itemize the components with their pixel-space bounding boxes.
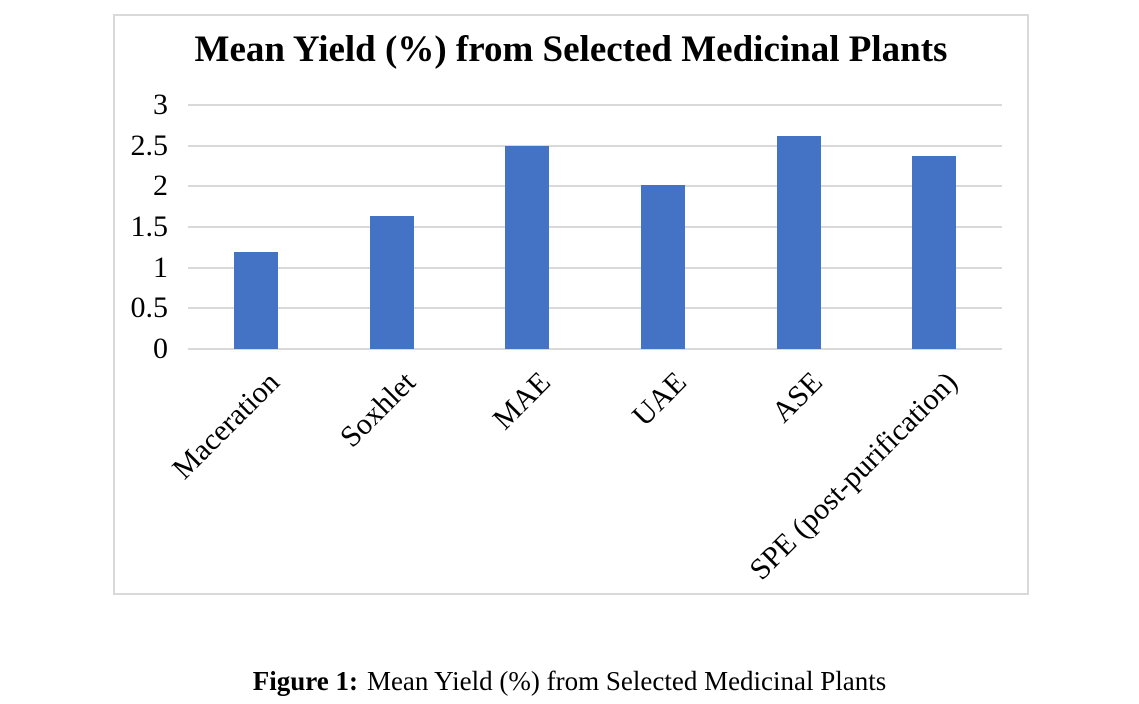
chart-title: Mean Yield (%) from Selected Medicinal P…: [194, 29, 948, 70]
bar-mae: [505, 145, 550, 349]
figure-caption-label: Figure 1:: [252, 666, 358, 696]
figure-caption: Figure 1: Mean Yield (%) from Selected Me…: [0, 664, 1139, 698]
gridline: [188, 226, 1002, 228]
y-tick-label: 3: [153, 88, 168, 121]
figure-caption-text: Mean Yield (%) from Selected Medicinal P…: [366, 666, 887, 696]
y-tick-label: 0: [153, 332, 168, 365]
gridline: [188, 104, 1002, 106]
bar-ase: [776, 135, 821, 349]
y-tick-label: 2.5: [130, 128, 169, 162]
gridline: [188, 307, 1002, 310]
bar-maceration: [233, 252, 278, 349]
bar-uae: [640, 184, 685, 349]
y-tick-label: 1.5: [130, 210, 169, 243]
gridline: [188, 144, 1002, 147]
y-tick-label: 0.5: [130, 291, 169, 325]
x-tick-label: Maceration: [165, 365, 286, 486]
plot-area: [188, 104, 1002, 350]
x-tick-label: UAE: [625, 365, 693, 433]
bar-soxhlet: [369, 216, 414, 349]
x-tick-label: Soxhlet: [333, 365, 422, 454]
y-tick-label: 1: [153, 250, 168, 284]
x-tick-label: MAE: [486, 365, 558, 437]
y-tick-label: 2: [153, 169, 168, 203]
x-tick-label: ASE: [765, 365, 829, 430]
gridline: [188, 185, 1002, 188]
chart-figure: Mean Yield (%) from Selected Medicinal P…: [113, 14, 1029, 595]
bar-spe-post-purification: [912, 156, 957, 349]
gridline: [188, 348, 1002, 350]
x-tick-label: SPE (post-purification): [743, 365, 965, 587]
gridline: [188, 266, 1002, 269]
